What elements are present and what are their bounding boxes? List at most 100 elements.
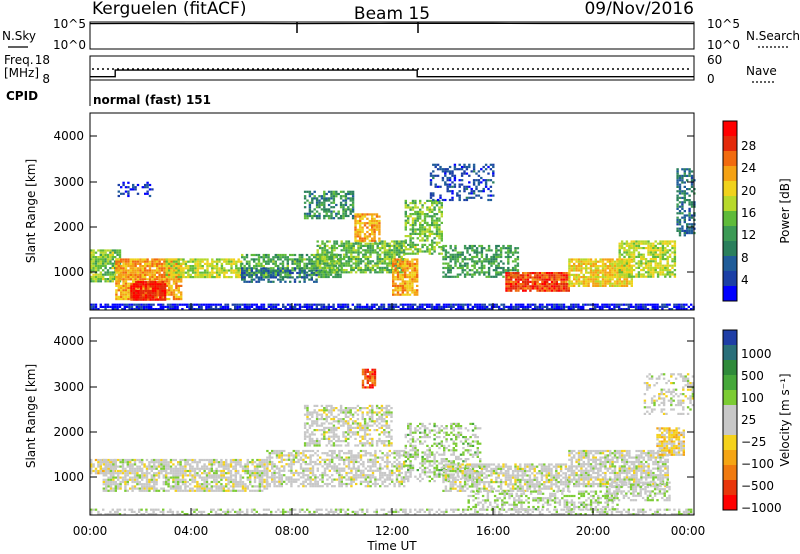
rti-cell bbox=[656, 249, 660, 252]
rti-cell bbox=[321, 258, 324, 261]
rti-cell bbox=[142, 285, 145, 288]
rti-cell bbox=[611, 271, 614, 274]
rti-cell bbox=[632, 253, 636, 256]
rti-cell bbox=[241, 262, 244, 265]
rti-cell bbox=[524, 272, 527, 275]
rti-cell bbox=[122, 282, 125, 285]
rti-cell bbox=[541, 287, 544, 290]
rti-cell bbox=[134, 276, 137, 279]
velocity-heatmap bbox=[90, 368, 695, 516]
rti-cell bbox=[153, 273, 156, 276]
freq-unit-label: [MHz] bbox=[4, 66, 39, 80]
rti-cell bbox=[601, 269, 605, 272]
rti-cell bbox=[293, 262, 297, 265]
rti-cell bbox=[303, 267, 306, 270]
rti-cell bbox=[458, 168, 461, 171]
rti-cell bbox=[153, 276, 156, 279]
rti-cell bbox=[497, 266, 500, 270]
rti-cell bbox=[225, 262, 228, 265]
rti-cell bbox=[286, 267, 289, 270]
rti-cell bbox=[570, 513, 573, 516]
rti-cell bbox=[577, 305, 580, 308]
rti-cell bbox=[303, 206, 307, 209]
rti-cell bbox=[601, 284, 605, 287]
rti-cell bbox=[388, 258, 391, 261]
rti-cell bbox=[453, 185, 457, 188]
rti-cell bbox=[132, 258, 135, 261]
rti-cell bbox=[538, 285, 542, 288]
rti-cell bbox=[350, 260, 353, 263]
rti-cell bbox=[139, 271, 142, 274]
rti-cell bbox=[289, 269, 292, 272]
rti-cell bbox=[431, 243, 434, 246]
rti-cell bbox=[678, 229, 682, 232]
rti-cell bbox=[386, 244, 389, 247]
rti-cell bbox=[148, 262, 152, 265]
rti-cell bbox=[416, 271, 419, 274]
rti-cell bbox=[510, 308, 513, 311]
rti-cell bbox=[163, 276, 166, 279]
rti-cell bbox=[332, 210, 336, 213]
rti-cell bbox=[279, 510, 282, 513]
rti-cell bbox=[320, 269, 323, 272]
rti-cell bbox=[580, 265, 583, 268]
rti-cell bbox=[446, 187, 449, 191]
rti-cell bbox=[310, 269, 313, 272]
rti-cell bbox=[487, 247, 491, 250]
rti-cell bbox=[363, 222, 367, 225]
rti-cell bbox=[191, 258, 195, 261]
rti-cell bbox=[311, 201, 314, 204]
rti-cell bbox=[94, 280, 98, 283]
rti-cell bbox=[167, 276, 171, 279]
freq-tick-top: 18 bbox=[35, 53, 50, 67]
rti-cell bbox=[267, 267, 270, 270]
rti-cell bbox=[265, 253, 268, 257]
rti-cell bbox=[229, 308, 232, 311]
rti-cell bbox=[94, 264, 98, 267]
rti-cell bbox=[342, 249, 346, 252]
rti-cell bbox=[325, 308, 328, 311]
rti-cell bbox=[168, 282, 171, 285]
rti-cell bbox=[432, 170, 435, 173]
rti-cell bbox=[601, 276, 605, 279]
rti-cell bbox=[335, 253, 339, 256]
rti-cell bbox=[632, 275, 636, 278]
rti-cell bbox=[166, 308, 170, 311]
rti-cell bbox=[257, 260, 261, 263]
rti-cell bbox=[585, 265, 588, 268]
rti-cell bbox=[308, 212, 312, 215]
rti-cell bbox=[592, 271, 595, 274]
rti-cell bbox=[401, 273, 404, 276]
rti-cell bbox=[330, 249, 334, 252]
rti-cell bbox=[404, 258, 407, 261]
rti-cell bbox=[159, 308, 162, 311]
rti-cell bbox=[344, 192, 348, 196]
rti-cell bbox=[177, 269, 180, 272]
rti-cell bbox=[462, 303, 465, 306]
rti-cell bbox=[560, 280, 563, 283]
rti-cell bbox=[596, 510, 599, 513]
rti-cell bbox=[625, 262, 629, 265]
rti-cell bbox=[141, 260, 144, 263]
rti-cell bbox=[419, 228, 422, 231]
rti-cell bbox=[646, 303, 650, 306]
rti-cell bbox=[151, 287, 155, 290]
rti-cell bbox=[432, 163, 435, 166]
rti-cell bbox=[376, 255, 379, 258]
rti-cell bbox=[361, 308, 364, 311]
rti-cell bbox=[628, 260, 631, 263]
rti-cell bbox=[632, 305, 635, 308]
rti-cell bbox=[162, 508, 165, 511]
rti-cell bbox=[351, 214, 355, 218]
rti-cell bbox=[390, 253, 394, 256]
rti-cell bbox=[392, 280, 395, 283]
rti-cell bbox=[431, 239, 434, 242]
rti-cell bbox=[116, 253, 119, 256]
rti-cell bbox=[106, 249, 110, 252]
rti-cell bbox=[265, 267, 268, 270]
rti-cell bbox=[625, 258, 629, 261]
rti-cell bbox=[558, 305, 561, 308]
rti-cell bbox=[163, 289, 167, 292]
rti-cell bbox=[239, 265, 243, 268]
rti-cell bbox=[194, 258, 197, 261]
